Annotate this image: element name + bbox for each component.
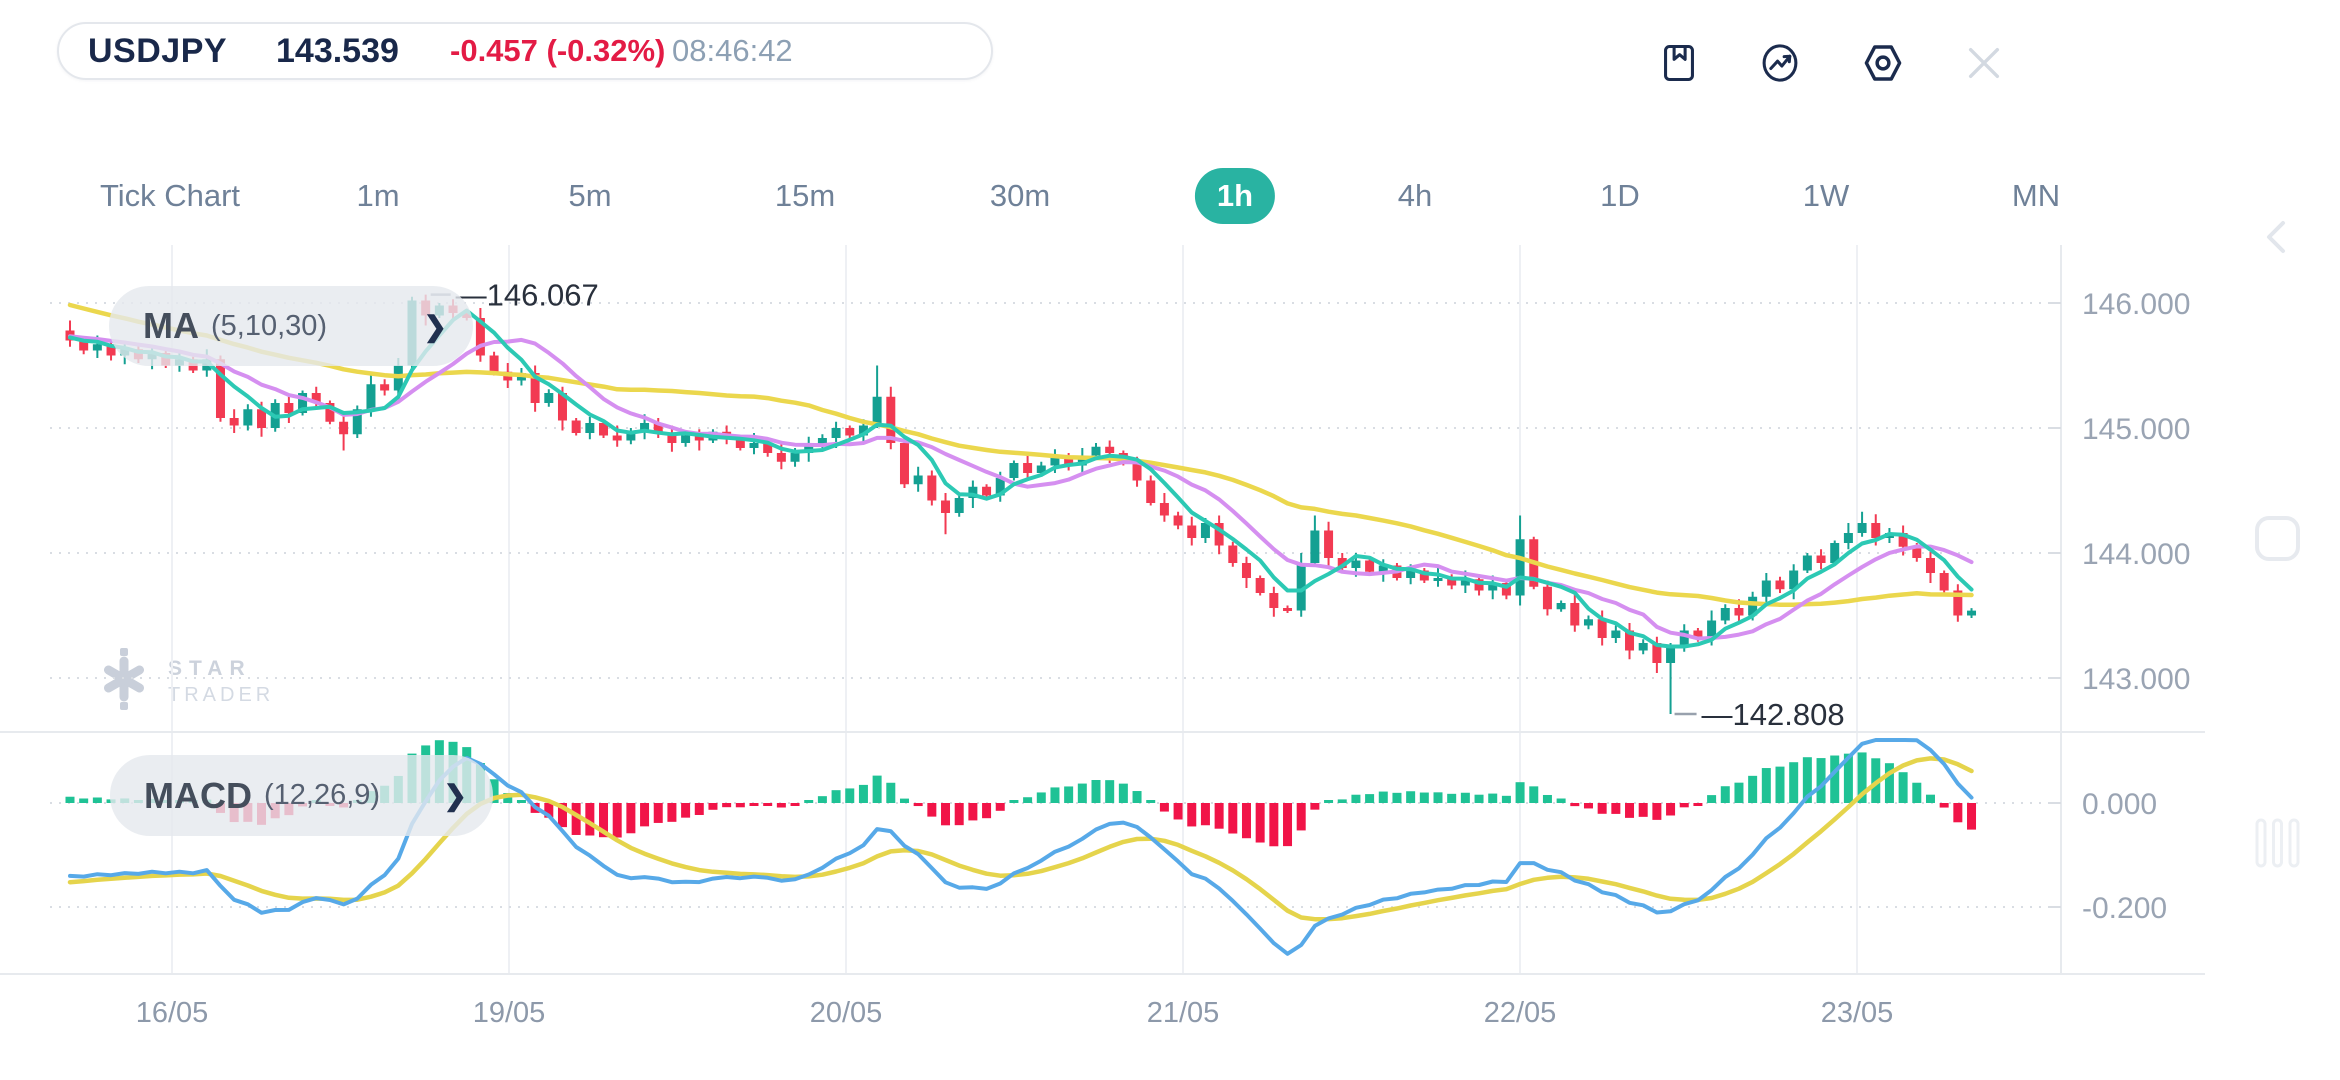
tab-4h[interactable]: 4h — [1397, 178, 1433, 213]
watermark-trader-text: TRADER — [168, 683, 275, 706]
rounded-square-icon — [2254, 516, 2301, 566]
axis-frame — [0, 245, 2205, 975]
journal-bookmark-icon — [1657, 41, 1701, 88]
macd-label: MACD — [144, 774, 252, 816]
date-axis-label: 19/05 — [473, 997, 546, 1029]
tab-1m[interactable]: 1m — [356, 178, 400, 213]
date-axis-label: 21/05 — [1147, 997, 1220, 1029]
bookmark-button[interactable] — [1655, 40, 1703, 88]
close-button[interactable] — [1960, 40, 2008, 88]
price-change: -0.457 (-0.32%) — [450, 33, 666, 68]
price-axis-label: 144.000 — [2082, 538, 2190, 571]
ma-params: (5,10,30) — [211, 309, 328, 342]
macd-axis-label: 0.000 — [2082, 788, 2157, 821]
date-axis-label: 23/05 — [1821, 997, 1894, 1029]
tab-5m[interactable]: 5m — [568, 178, 612, 213]
pane-drag-handle[interactable] — [2254, 818, 2301, 873]
tab-1w[interactable]: 1W — [1802, 178, 1850, 213]
price-annotations — [430, 293, 1697, 716]
ma-indicator-pill[interactable]: MA (5,10,30) ❯ — [109, 286, 473, 366]
price-axis-label: 143.000 — [2082, 663, 2190, 696]
chevron-left-icon — [2256, 221, 2300, 263]
low-price-annotation: —142.808 — [1702, 697, 1845, 732]
last-price: 143.539 — [276, 32, 399, 70]
price-axis-label: 146.000 — [2082, 288, 2190, 321]
ma30-line — [67, 302, 1974, 608]
date-axis-label: 20/05 — [810, 997, 883, 1029]
tab-1d[interactable]: 1D — [1600, 178, 1640, 213]
chevron-right-icon: ❯ — [423, 310, 447, 342]
tab-1h-active[interactable]: 1h — [1194, 168, 1276, 224]
indicators-button[interactable] — [1756, 40, 1804, 88]
price-axis-label: 145.000 — [2082, 413, 2190, 446]
symbol-summary-pill — [57, 22, 993, 80]
server-time: 08:46:42 — [672, 33, 793, 68]
tab-30m[interactable]: 30m — [989, 178, 1051, 213]
ma-label: MA — [143, 305, 199, 346]
macd-signal-line — [67, 756, 1974, 922]
symbol-name: USDJPY — [88, 32, 228, 70]
chevron-right-icon: ❯ — [443, 780, 467, 811]
settings-button[interactable] — [1859, 40, 1907, 88]
macd-axis-label: -0.200 — [2082, 892, 2167, 925]
date-axis-label: 16/05 — [136, 997, 209, 1029]
watermark-star-text: STAR — [168, 656, 252, 680]
macd-params: (12,26,9) — [263, 779, 381, 811]
high-price-annotation: —146.067 — [456, 278, 599, 313]
tab-15m[interactable]: 15m — [774, 178, 836, 213]
settings-hexagon-icon — [1860, 40, 1906, 89]
close-icon — [1960, 39, 2008, 90]
axis-labels: 146.000 145.000 144.000 143.000 0.000 -0.200 1… — [136, 278, 2191, 1029]
date-axis-label: 22/05 — [1484, 997, 1557, 1029]
brand-watermark: STAR TRADER — [96, 648, 274, 715]
ma5-line — [68, 308, 1974, 649]
tab-mn[interactable]: MN — [2011, 178, 2061, 213]
drag-handle-icon — [2254, 818, 2301, 872]
macd-line — [68, 738, 1974, 956]
maximize-button[interactable] — [2254, 515, 2301, 567]
tab-tick-chart[interactable]: Tick Chart — [99, 178, 241, 213]
panel-collapse-button[interactable] — [2256, 215, 2300, 264]
macd-indicator-pill[interactable]: MACD (12,26,9) ❯ — [110, 755, 493, 836]
indicator-pulse-icon — [1758, 41, 1802, 88]
